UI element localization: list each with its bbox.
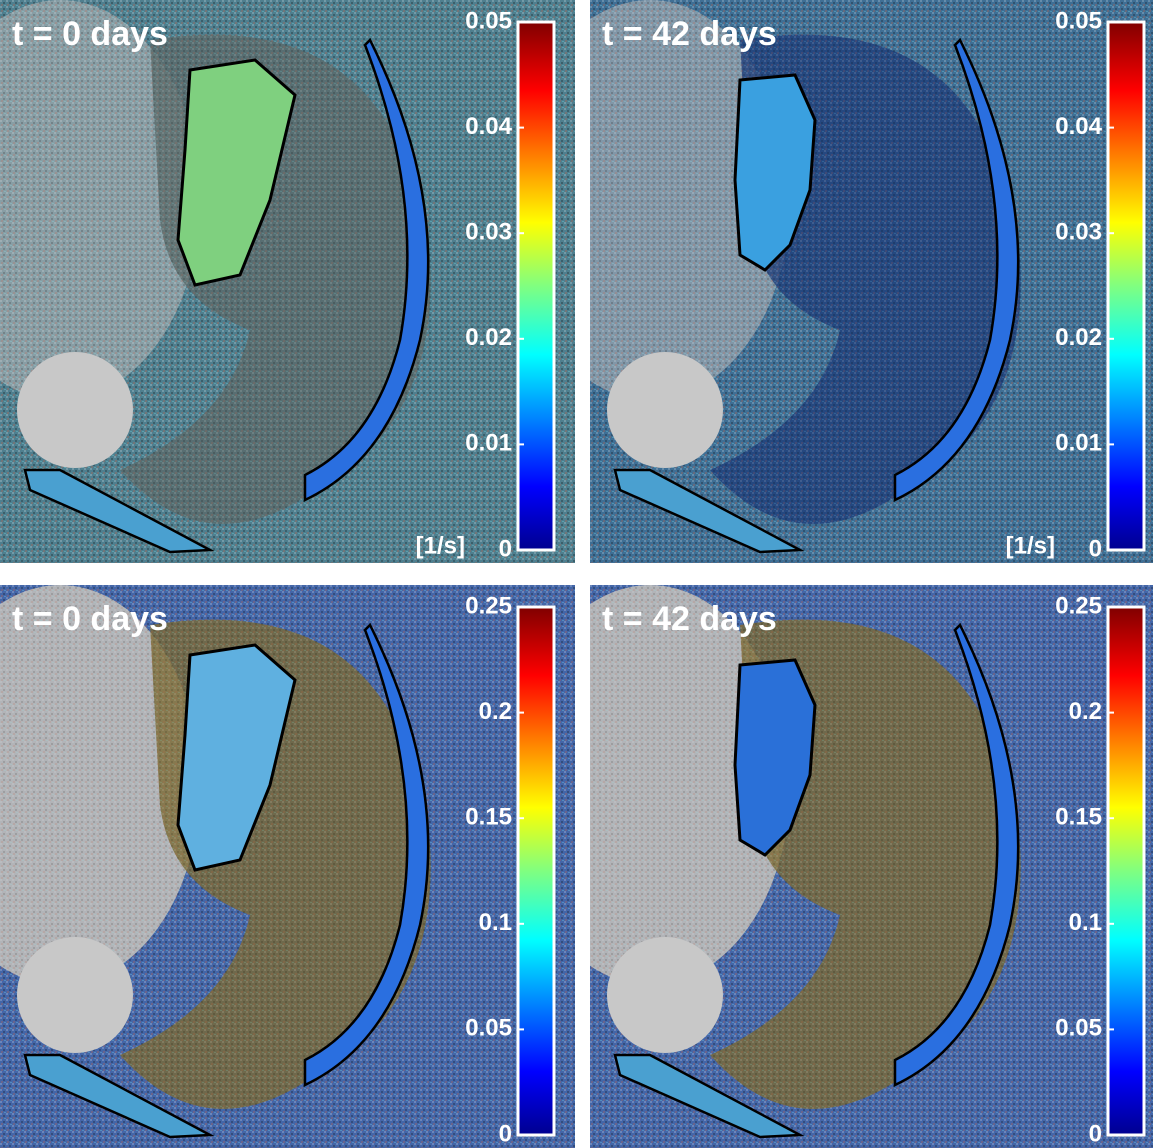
panel-title: t = 0 days bbox=[12, 15, 168, 53]
colorbar bbox=[1108, 607, 1144, 1135]
colorbar-tick-label: 0.01 bbox=[465, 430, 512, 457]
colorbar-tick-label: 0.15 bbox=[1055, 804, 1102, 831]
panel-title: t = 42 days bbox=[602, 600, 777, 638]
colorbar-tick-label: 0 bbox=[499, 535, 512, 562]
vertebra bbox=[607, 937, 723, 1053]
lung-texture bbox=[0, 0, 575, 563]
vertebra bbox=[607, 352, 723, 468]
colorbar-tick-label: 0.03 bbox=[1055, 219, 1102, 246]
vertebra bbox=[17, 937, 133, 1053]
colorbar-tick-label: 0.2 bbox=[1069, 698, 1102, 725]
colorbar-tick-label: 0.02 bbox=[1055, 324, 1102, 351]
colorbar-tick-label: 0 bbox=[1089, 1120, 1102, 1147]
lung-texture bbox=[590, 585, 1153, 1148]
image-panel: t = 42 days 0 0.05 0.1 0.15 0.2 0.25 bbox=[590, 585, 1153, 1148]
colorbar-tick-label: 0.05 bbox=[1055, 1015, 1102, 1042]
colorbar-tick-label: 0.04 bbox=[1055, 113, 1102, 140]
lung-texture bbox=[0, 585, 575, 1148]
colorbar-tick-label: 0.1 bbox=[1069, 909, 1102, 936]
image-panel: t = 0 days 0 0.05 0.1 0.15 0.2 0.25 bbox=[0, 585, 575, 1148]
colorbar-tick-label: 0.01 bbox=[1055, 430, 1102, 457]
colorbar-unit: [1/s] bbox=[416, 532, 465, 559]
colorbar-tick-label: 0.05 bbox=[1055, 7, 1102, 34]
figure: (() => { const data = JSON.parse(documen… bbox=[0, 0, 1153, 1148]
colorbar-unit: [1/s] bbox=[1006, 532, 1055, 559]
lung-texture bbox=[590, 0, 1153, 563]
colorbar-tick-label: 0.05 bbox=[465, 1015, 512, 1042]
colorbar-tick-label: 0.03 bbox=[465, 219, 512, 246]
colorbar-tick-label: 0.25 bbox=[465, 592, 512, 619]
colorbar-tick-label: 0 bbox=[499, 1120, 512, 1147]
colorbar-tick-label: 0.15 bbox=[465, 804, 512, 831]
colorbar-tick-label: 0.04 bbox=[465, 113, 512, 140]
colorbar-tick-label: 0.25 bbox=[1055, 592, 1102, 619]
colorbar bbox=[518, 607, 554, 1135]
vertebra bbox=[17, 352, 133, 468]
image-panel: t = 42 days 0 0.01 0.02 0.03 0.04 0.05 [1/s] bbox=[590, 0, 1153, 563]
colorbar bbox=[1108, 22, 1144, 550]
panel-title: t = 0 days bbox=[12, 600, 168, 638]
colorbar-tick-label: 0.02 bbox=[465, 324, 512, 351]
colorbar-tick-label: 0.1 bbox=[479, 909, 512, 936]
colorbar-tick-label: 0.2 bbox=[479, 698, 512, 725]
colorbar-tick-label: 0 bbox=[1089, 535, 1102, 562]
colorbar bbox=[518, 22, 554, 550]
colorbar-tick-label: 0.05 bbox=[465, 7, 512, 34]
image-panel: t = 0 days 0 0.01 0.02 0.03 0.04 0.05 [1/s] bbox=[0, 0, 575, 563]
panel-title: t = 42 days bbox=[602, 15, 777, 53]
